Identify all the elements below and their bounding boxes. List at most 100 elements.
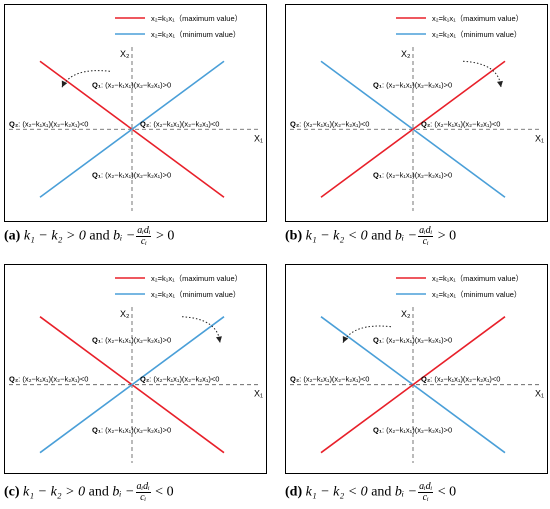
diagram-frame: x₂=k₁x₁（maximum value） x₂=k₂x₁（minimum va… [285, 4, 548, 222]
region-q1-top: Q₁: (x₂−k₁x₁)(x₂−k₂x₁)>0 [373, 336, 452, 345]
diagram-svg: x₂=k₁x₁（maximum value） x₂=k₂x₁（minimum va… [9, 14, 263, 211]
diagram-frame: x₂=k₁x₁（maximum value） x₂=k₂x₁（minimum va… [285, 264, 548, 474]
region-q2-right: Q₂: (x₂−k₁x₁)(x₂−k₂x₁)<0 [140, 375, 219, 384]
max-line-red [320, 60, 506, 198]
diagram-svg: x₂=k₁x₁（maximum value） x₂=k₂x₁（minimum va… [290, 14, 544, 211]
region-q1-top-expr: : (x₂−k₁x₁)(x₂−k₂x₁)>0 [101, 336, 171, 345]
region-q2-left: Q₂: (x₂−k₁x₁)(x₂−k₂x₁)<0 [9, 375, 88, 384]
rotation-arrowhead-icon [497, 80, 503, 88]
diagram-frame: x₂=k₁x₁（maximum value） x₂=k₂x₁（minimum va… [4, 4, 267, 222]
caption-condition-2-prefix: bᵢ − [394, 484, 418, 500]
fraction-denominator: cᵢ [422, 492, 429, 503]
region-q2-right-expr: : (x₂−k₁x₁)(x₂−k₂x₁)<0 [149, 375, 219, 384]
region-q1-top: Q₁: (x₂−k₁x₁)(x₂−k₂x₁)>0 [373, 80, 452, 89]
region-q2-left-tag: Q₂ [290, 119, 299, 128]
caption-condition-1: k₁ − k₂ > 0 [23, 228, 86, 244]
region-q1-bottom-tag: Q₁ [373, 426, 382, 435]
region-q2-right-tag: Q₂ [421, 119, 430, 128]
region-q1-bottom: Q₁: (x₂−k₁x₁)(x₂−k₂x₁)>0 [373, 170, 452, 179]
region-q1-top-tag: Q₁ [92, 80, 101, 89]
region-q2-right: Q₂: (x₂−k₁x₁)(x₂−k₂x₁)<0 [140, 119, 219, 128]
region-q2-left-tag: Q₂ [290, 375, 299, 384]
region-q1-bottom: Q₁: (x₂−k₁x₁)(x₂−k₂x₁)>0 [92, 426, 171, 435]
region-q2-right-expr: : (x₂−k₁x₁)(x₂−k₂x₁)<0 [430, 119, 500, 128]
panel-caption: (d) k₁ − k₂ < 0 and bᵢ − aᵢdᵢ cᵢ < 0 [285, 482, 456, 503]
fraction-numerator: aᵢdᵢ [418, 225, 434, 237]
caption-and: and [88, 484, 109, 500]
diagram-svg: x₂=k₁x₁（maximum value） x₂=k₂x₁（minimum va… [9, 274, 263, 463]
rotation-arrowhead-icon [216, 336, 222, 343]
caption-fraction: aᵢdᵢ cᵢ [418, 481, 434, 503]
legend-red-label: x₂=k₁x₁（maximum value） [432, 274, 523, 283]
caption-condition-2-prefix: bᵢ − [113, 228, 136, 244]
fraction-denominator: cᵢ [422, 236, 429, 247]
y-axis-label: X₂ [120, 309, 130, 319]
caption-fraction: aᵢdᵢ cᵢ [135, 481, 151, 503]
caption-condition-1: k₁ − k₂ < 0 [305, 228, 368, 244]
region-q1-bottom-expr: : (x₂−k₁x₁)(x₂−k₂x₁)>0 [382, 426, 452, 435]
caption-condition-2-prefix: bᵢ − [112, 484, 135, 500]
region-q2-right-tag: Q₂ [421, 375, 430, 384]
legend-blue-label: x₂=k₂x₁（minimum value） [432, 290, 521, 299]
region-q2-left-expr: : (x₂−k₁x₁)(x₂−k₂x₁)<0 [299, 375, 369, 384]
rotation-arrowhead-icon [342, 335, 349, 343]
rotation-arrowhead-icon [61, 80, 68, 88]
caption-condition-1: k₁ − k₂ > 0 [23, 484, 86, 500]
fraction-numerator: aᵢdᵢ [135, 481, 151, 493]
region-q2-right-expr: : (x₂−k₁x₁)(x₂−k₂x₁)<0 [430, 375, 500, 384]
legend-blue-label: x₂=k₂x₁（minimum value） [151, 290, 240, 299]
fraction-denominator: cᵢ [140, 492, 147, 503]
region-q2-left: Q₂: (x₂−k₁x₁)(x₂−k₂x₁)<0 [9, 119, 88, 128]
region-q2-right-expr: : (x₂−k₁x₁)(x₂−k₂x₁)<0 [149, 119, 219, 128]
caption-condition-2-suffix: > 0 [437, 228, 457, 244]
caption-fraction: aᵢdᵢ cᵢ [136, 225, 152, 247]
region-q2-right: Q₂: (x₂−k₁x₁)(x₂−k₂x₁)<0 [421, 375, 500, 384]
caption-condition-2-suffix: < 0 [437, 484, 457, 500]
max-line-red [320, 316, 506, 454]
caption-and: and [89, 228, 110, 244]
caption-condition-2-prefix: bᵢ − [394, 228, 418, 244]
region-q2-right-tag: Q₂ [140, 375, 149, 384]
diagram-svg: x₂=k₁x₁（maximum value） x₂=k₂x₁（minimum va… [290, 274, 544, 463]
region-q1-bottom-tag: Q₁ [92, 426, 101, 435]
fraction-numerator: aᵢdᵢ [418, 481, 434, 493]
region-q1-top-tag: Q₁ [92, 336, 101, 345]
y-axis-label: X₂ [401, 309, 411, 319]
rotation-arrow-curve [462, 60, 502, 88]
panel-caption: (b) k₁ − k₂ < 0 and bᵢ − aᵢdᵢ cᵢ > 0 [285, 226, 456, 247]
caption-tag: (c) [4, 484, 20, 500]
caption-condition-2-suffix: < 0 [155, 484, 174, 500]
caption-tag: (a) [4, 228, 21, 244]
legend-blue-label: x₂=k₂x₁（minimum value） [432, 30, 521, 39]
region-q1-top: Q₁: (x₂−k₁x₁)(x₂−k₂x₁)>0 [92, 80, 171, 89]
region-q1-top-expr: : (x₂−k₁x₁)(x₂−k₂x₁)>0 [382, 80, 452, 89]
region-q2-left-expr: : (x₂−k₁x₁)(x₂−k₂x₁)<0 [299, 119, 369, 128]
region-q1-top-tag: Q₁ [373, 336, 382, 345]
region-q2-left: Q₂: (x₂−k₁x₁)(x₂−k₂x₁)<0 [290, 119, 369, 128]
panel-caption: (a) k₁ − k₂ > 0 and bᵢ − aᵢdᵢ cᵢ > 0 [4, 226, 174, 247]
fraction-numerator: aᵢdᵢ [136, 225, 152, 237]
x-axis-label: X₁ [254, 133, 263, 143]
y-axis-label: X₂ [120, 49, 130, 59]
region-q2-left-tag: Q₂ [9, 375, 18, 384]
legend-red-label: x₂=k₁x₁（maximum value） [151, 274, 242, 283]
region-q1-bottom-expr: : (x₂−k₁x₁)(x₂−k₂x₁)>0 [101, 426, 171, 435]
region-q1-bottom: Q₁: (x₂−k₁x₁)(x₂−k₂x₁)>0 [92, 170, 171, 179]
legend-blue-label: x₂=k₂x₁（minimum value） [151, 30, 240, 39]
legend-red-label: x₂=k₁x₁（maximum value） [432, 14, 523, 23]
region-q1-top-expr: : (x₂−k₁x₁)(x₂−k₂x₁)>0 [101, 80, 171, 89]
region-q2-left-expr: : (x₂−k₁x₁)(x₂−k₂x₁)<0 [18, 375, 88, 384]
caption-and: and [371, 228, 392, 244]
region-q1-top-tag: Q₁ [373, 80, 382, 89]
region-q1-bottom: Q₁: (x₂−k₁x₁)(x₂−k₂x₁)>0 [373, 426, 452, 435]
region-q2-left-expr: : (x₂−k₁x₁)(x₂−k₂x₁)<0 [18, 119, 88, 128]
legend-red-label: x₂=k₁x₁（maximum value） [151, 14, 242, 23]
region-q1-bottom-expr: : (x₂−k₁x₁)(x₂−k₂x₁)>0 [382, 170, 452, 179]
x-axis-label: X₁ [254, 389, 263, 399]
fraction-denominator: cᵢ [140, 236, 147, 247]
region-q2-left-tag: Q₂ [9, 119, 18, 128]
min-line-blue [39, 316, 225, 454]
region-q1-bottom-tag: Q₁ [92, 170, 101, 179]
caption-tag: (b) [285, 228, 303, 244]
x-axis-label: X₁ [535, 389, 544, 399]
